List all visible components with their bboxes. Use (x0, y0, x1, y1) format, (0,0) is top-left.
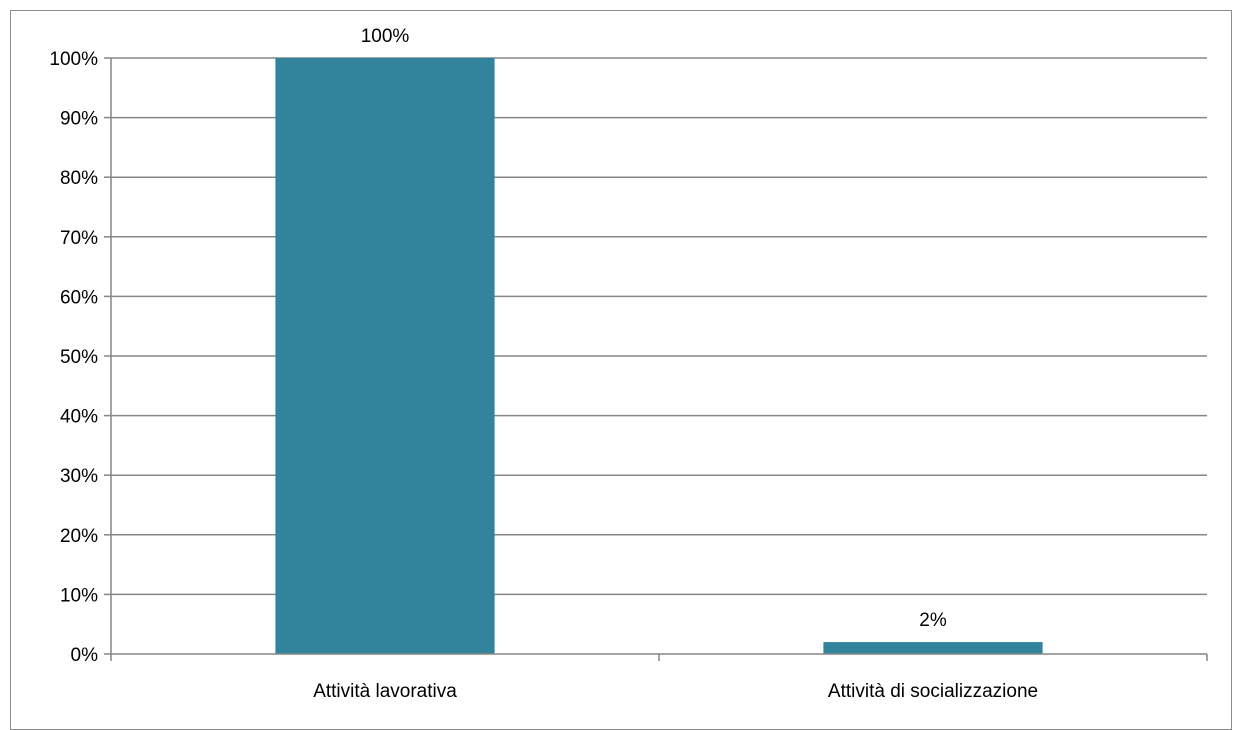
gridlines (104, 58, 1207, 654)
y-tick-label: 100% (49, 49, 98, 70)
y-tick-label: 0% (71, 645, 99, 666)
data-label: 2% (919, 610, 947, 631)
bar-chart: 0% 10% 20% 30% 40% 50% 60% 70% 80% 90% 100% 100% 2%… (0, 0, 1234, 711)
y-tick-label: 10% (60, 585, 98, 606)
y-tick-label: 90% (60, 109, 98, 130)
bar (275, 58, 494, 654)
y-tick-label: 80% (60, 168, 98, 189)
y-tick-label: 60% (60, 287, 98, 308)
x-axis-category-labels: Attività lavorativa Attività di socializz… (313, 681, 1038, 702)
bar (823, 642, 1042, 654)
x-category-label: Attività lavorativa (313, 681, 457, 702)
data-label: 100% (361, 26, 410, 47)
y-tick-label: 40% (60, 407, 98, 428)
y-tick-label: 20% (60, 526, 98, 547)
x-category-label: Attività di socializzazione (828, 681, 1038, 702)
y-tick-label: 50% (60, 347, 98, 368)
y-tick-label: 70% (60, 228, 98, 249)
y-axis-tick-labels: 0% 10% 20% 30% 40% 50% 60% 70% 80% 90% 100% (49, 49, 98, 666)
y-tick-label: 30% (60, 466, 98, 487)
